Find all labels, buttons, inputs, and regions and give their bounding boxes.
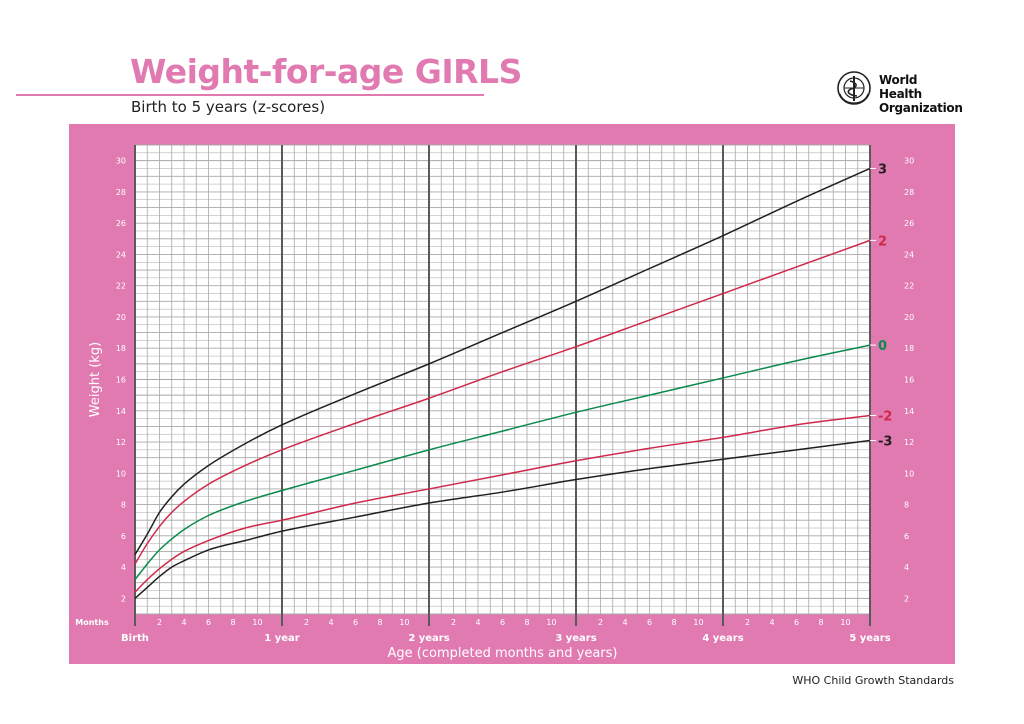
z-curve-3: [134, 167, 871, 555]
months-label: Months: [75, 618, 109, 627]
month-tick-label: 10: [840, 618, 850, 627]
month-tick-label: 2: [598, 618, 603, 627]
y-tick-label-left: 22: [116, 282, 126, 291]
month-tick-label: 8: [524, 618, 529, 627]
y-tick-label-left: 14: [116, 407, 126, 416]
month-tick-label: 6: [500, 618, 505, 627]
z-curve--2: [134, 414, 871, 593]
y-tick-label-right: 12: [904, 438, 914, 447]
month-tick-label: 2: [304, 618, 309, 627]
who-emblem-icon: [837, 71, 871, 105]
month-tick-label: 4: [622, 618, 627, 627]
y-tick-label-right: 8: [904, 501, 909, 510]
z-curve--3: [134, 439, 871, 599]
y-tick-label-left: 4: [121, 563, 126, 572]
y-tick-label-right: 6: [904, 532, 909, 541]
y-tick-label-left: 8: [121, 501, 126, 510]
year-label: 5 years: [849, 633, 890, 644]
month-tick-label: 8: [818, 618, 823, 627]
month-tick-label: 8: [230, 618, 235, 627]
y-tick-label-left: 24: [116, 250, 126, 259]
z-score-label: 3: [878, 162, 887, 177]
y-tick-label-right: 2: [904, 594, 909, 603]
y-tick-label-right: 16: [904, 376, 914, 385]
z-curve-0: [134, 344, 871, 581]
month-tick-label: 2: [451, 618, 456, 627]
y-tick-label-left: 12: [116, 438, 126, 447]
year-label: 3 years: [555, 633, 596, 644]
z-score-label: 0: [878, 339, 887, 354]
month-tick-label: 6: [206, 618, 211, 627]
year-label: 2 years: [408, 633, 449, 644]
x-axis-title: Age (completed months and years): [388, 646, 618, 661]
year-label: Birth: [121, 633, 149, 644]
y-tick-label-right: 20: [904, 313, 914, 322]
y-tick-label-left: 28: [116, 188, 126, 197]
year-label: 4 years: [702, 633, 743, 644]
y-tick-label-right: 24: [904, 250, 914, 259]
z-score-label: -3: [878, 434, 892, 449]
month-tick-label: 10: [252, 618, 262, 627]
y-tick-label-right: 26: [904, 219, 914, 228]
month-tick-label: 8: [671, 618, 676, 627]
month-tick-label: 8: [377, 618, 382, 627]
page-title: Weight-for-age GIRLS: [130, 52, 522, 91]
month-tick-label: 4: [769, 618, 774, 627]
y-tick-label-right: 4: [904, 563, 909, 572]
y-tick-label-left: 20: [116, 313, 126, 322]
z-score-label: 2: [878, 234, 887, 249]
month-tick-label: 4: [181, 618, 186, 627]
z-curve-2: [134, 239, 871, 565]
y-tick-label-right: 28: [904, 188, 914, 197]
month-tick-label: 2: [745, 618, 750, 627]
month-tick-label: 10: [546, 618, 556, 627]
y-tick-label-right: 30: [904, 157, 914, 166]
y-tick-label-left: 30: [116, 157, 126, 166]
y-tick-label-right: 22: [904, 282, 914, 291]
who-name: World Health Organization: [879, 73, 963, 115]
month-tick-label: 10: [693, 618, 703, 627]
y-tick-label-right: 18: [904, 344, 914, 353]
month-tick-label: 2: [157, 618, 162, 627]
y-tick-label-right: 10: [904, 469, 914, 478]
month-tick-label: 4: [475, 618, 480, 627]
month-tick-label: 6: [794, 618, 799, 627]
month-tick-label: 4: [328, 618, 333, 627]
y-tick-label-right: 14: [904, 407, 914, 416]
month-tick-label: 6: [353, 618, 358, 627]
y-tick-label-left: 6: [121, 532, 126, 541]
y-tick-label-left: 18: [116, 344, 126, 353]
y-tick-label-left: 10: [116, 469, 126, 478]
page-subtitle: Birth to 5 years (z-scores): [131, 98, 326, 116]
y-axis-title: Weight (kg): [88, 342, 103, 417]
month-tick-label: 6: [647, 618, 652, 627]
year-label: 1 year: [264, 633, 299, 644]
y-tick-label-left: 26: [116, 219, 126, 228]
month-tick-label: 10: [399, 618, 409, 627]
who-logo: World Health Organization: [836, 70, 963, 115]
footer-note: WHO Child Growth Standards: [792, 674, 954, 687]
y-tick-label-left: 16: [116, 376, 126, 385]
y-tick-label-left: 2: [121, 594, 126, 603]
title-rule: [16, 94, 484, 96]
z-score-label: -2: [878, 409, 892, 424]
